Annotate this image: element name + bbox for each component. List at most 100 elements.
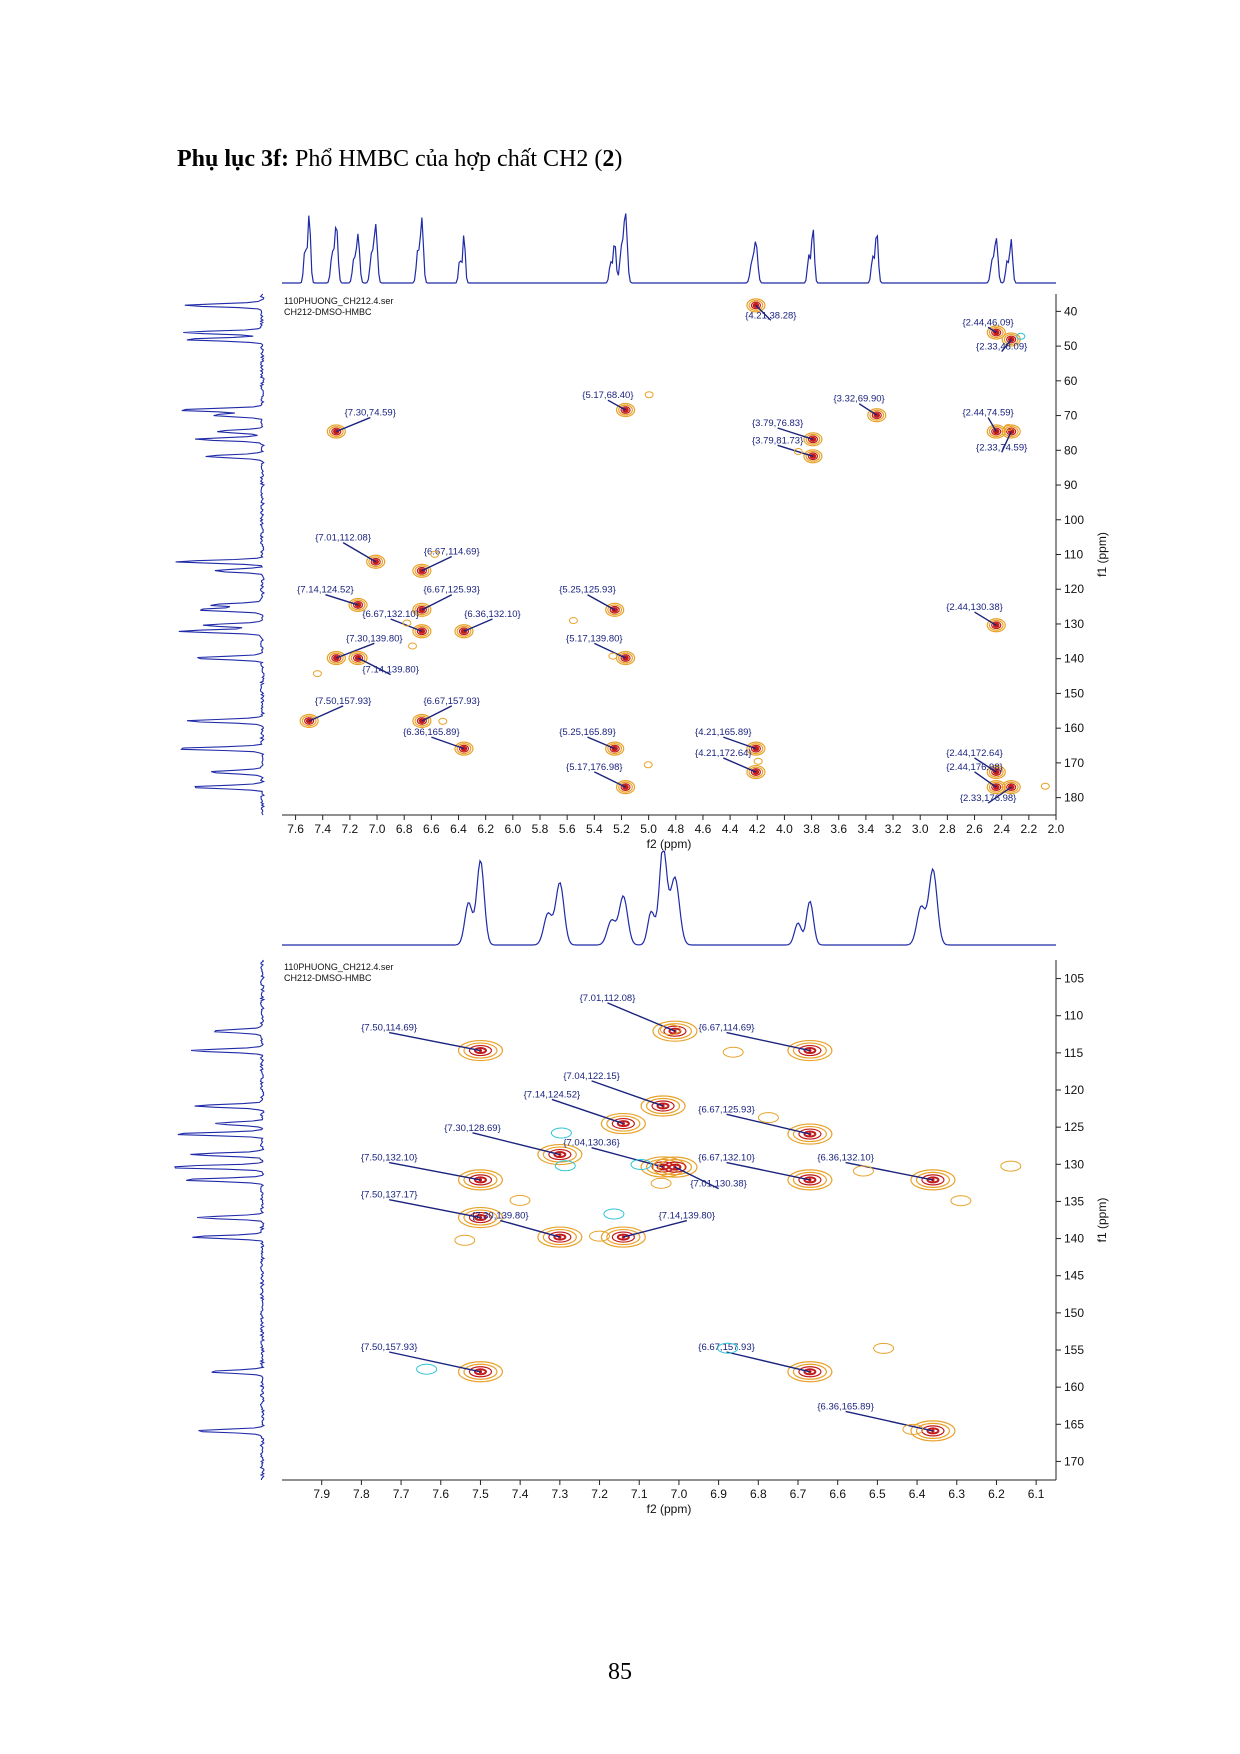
cross-peak: {5.25,165.89} <box>559 727 625 756</box>
cross-peak-pointer <box>987 326 997 334</box>
contour-ring <box>809 436 817 442</box>
cross-peak: {7.14,124.52} <box>297 585 368 613</box>
x-tick-label: 5.6 <box>559 822 576 836</box>
heading-close: ) <box>614 146 623 172</box>
contour-ring <box>468 1044 493 1057</box>
contour-ring <box>986 618 1006 633</box>
contour-ring <box>615 402 636 418</box>
cross-peak-label: {6.67,114.69} <box>699 1023 755 1034</box>
contour-ring <box>657 1023 693 1040</box>
contour-ring <box>746 741 766 756</box>
x-tick-label: 4.8 <box>667 822 684 836</box>
cross-peak-label: {3.79,76.83} <box>752 418 803 429</box>
x-tick-label: 5.0 <box>640 822 657 836</box>
hmbc-chart-2: 7.9 7.8 7.7 7.6 7.5 7.4 7.3 7.2 7.1 7.0 6.9 6.8 6.7 6… <box>174 850 1109 1516</box>
cross-peak-pointer <box>389 1031 481 1052</box>
contour-ring <box>910 1420 956 1442</box>
y-tick-label: 170 <box>1064 1454 1084 1468</box>
x-tick-label: 2.6 <box>966 822 983 836</box>
contour-ring <box>304 717 315 725</box>
x-tick-label: 7.1 <box>631 1487 648 1501</box>
minor-contour <box>852 1165 874 1177</box>
cross-peak-label: {3.79,81.73} <box>752 435 803 446</box>
y-axis-label: f1 (ppm) <box>1095 532 1109 577</box>
cross-peak-pointer <box>336 416 371 433</box>
contour-ring <box>798 1128 822 1140</box>
minor-contour <box>650 1177 672 1189</box>
cross-peak-pointer <box>421 555 453 572</box>
contour-ring <box>803 1047 817 1055</box>
cross-peak-pointer <box>607 399 626 411</box>
hmbc-chart-1: 7.6 7.4 7.2 7.0 6.8 6.6 6.4 6.2 6.0 5.8 5.6 5.4 5.2 5… <box>175 213 1109 851</box>
contour-ring <box>456 625 472 637</box>
contour-ring <box>542 1228 577 1246</box>
contour-ring <box>301 715 317 727</box>
x-tick-label: 4.0 <box>776 822 793 836</box>
x-tick-label: 7.9 <box>313 1487 330 1501</box>
cross-peak: {7.50,114.69} <box>361 1023 504 1062</box>
y-tick-label: 145 <box>1064 1269 1084 1283</box>
y-tick-label: 130 <box>1064 617 1084 631</box>
minor-contour <box>644 391 654 399</box>
cross-peak-pointer <box>421 594 453 611</box>
cross-peak-label: {7.30,139.80} <box>472 1211 529 1222</box>
contour-ring <box>366 554 386 569</box>
y-tick-label: 105 <box>1064 972 1084 986</box>
cross-peak: {2.33,176.98} <box>960 780 1021 804</box>
contour-ring <box>807 452 819 461</box>
contour-ring <box>750 768 762 776</box>
cross-peak-label: {2.33,48.09} <box>976 342 1027 353</box>
minor-contour <box>659 1024 681 1036</box>
cross-peak-pointer <box>623 1219 688 1238</box>
contour-ring <box>803 1176 817 1184</box>
contour-ring <box>746 764 766 780</box>
y-tick-label: 140 <box>1064 652 1084 666</box>
x-tick-label: 3.2 <box>885 822 902 836</box>
contour-ring <box>986 780 1006 795</box>
cross-peak-label: {7.14,124.52} <box>524 1089 581 1100</box>
contour-ring <box>622 407 629 413</box>
contour-ring <box>992 329 1000 336</box>
cross-peak-label: {7.04,122.15} <box>563 1071 620 1082</box>
contour-ring <box>792 1171 828 1188</box>
contour-ring <box>416 566 427 575</box>
contour-ring <box>605 602 625 617</box>
contour-ring <box>326 650 346 666</box>
contour-ring <box>652 1020 698 1042</box>
y-tick-label: 110 <box>1064 548 1083 562</box>
contour-ring <box>991 768 1002 776</box>
contour-ring <box>416 627 427 636</box>
contour-ring <box>656 1102 670 1110</box>
cross-peak-label: {6.67,132.10} <box>698 1153 755 1164</box>
cross-peak-label: {4.21,165.89} <box>695 727 752 738</box>
x-tick-label: 5.8 <box>532 822 549 836</box>
contour-ring <box>803 449 823 464</box>
contour-ring <box>473 1214 487 1222</box>
cross-peak-pointer <box>987 417 997 432</box>
minor-contour <box>1000 1160 1022 1172</box>
contour-ring <box>600 1226 646 1248</box>
contour-ring <box>326 424 346 439</box>
contour-ring <box>609 744 620 753</box>
x-tick-label: 4.6 <box>695 822 712 836</box>
top-projection-trace <box>282 213 1056 284</box>
contour-ring <box>333 428 340 435</box>
cross-peak-label: {4.21,172.64} <box>695 748 752 759</box>
cross-peak: {4.21,165.89} <box>695 727 766 756</box>
cross-peak-pointer <box>325 594 359 606</box>
x-tick-label: 6.7 <box>790 1487 807 1501</box>
minor-contour <box>402 619 412 627</box>
contour-ring <box>463 1363 498 1380</box>
dataset-name: 110PHUONG_CH212.4.ser <box>284 296 393 306</box>
cross-peak-pointer <box>726 1351 811 1373</box>
contour-ring <box>548 1231 572 1243</box>
y-tick-label: 180 <box>1064 791 1084 805</box>
x-tick-label: 7.6 <box>287 822 304 836</box>
cross-peak-pointer <box>308 705 344 722</box>
contour-ring <box>645 1097 681 1115</box>
x-tick-label: 2.2 <box>1020 822 1037 836</box>
contour-ring <box>368 556 384 568</box>
cross-peak-label: {6.36,165.89} <box>403 727 460 738</box>
top-projection-trace <box>282 850 1056 946</box>
cross-peak-label: {7.50,137.17} <box>361 1190 418 1201</box>
